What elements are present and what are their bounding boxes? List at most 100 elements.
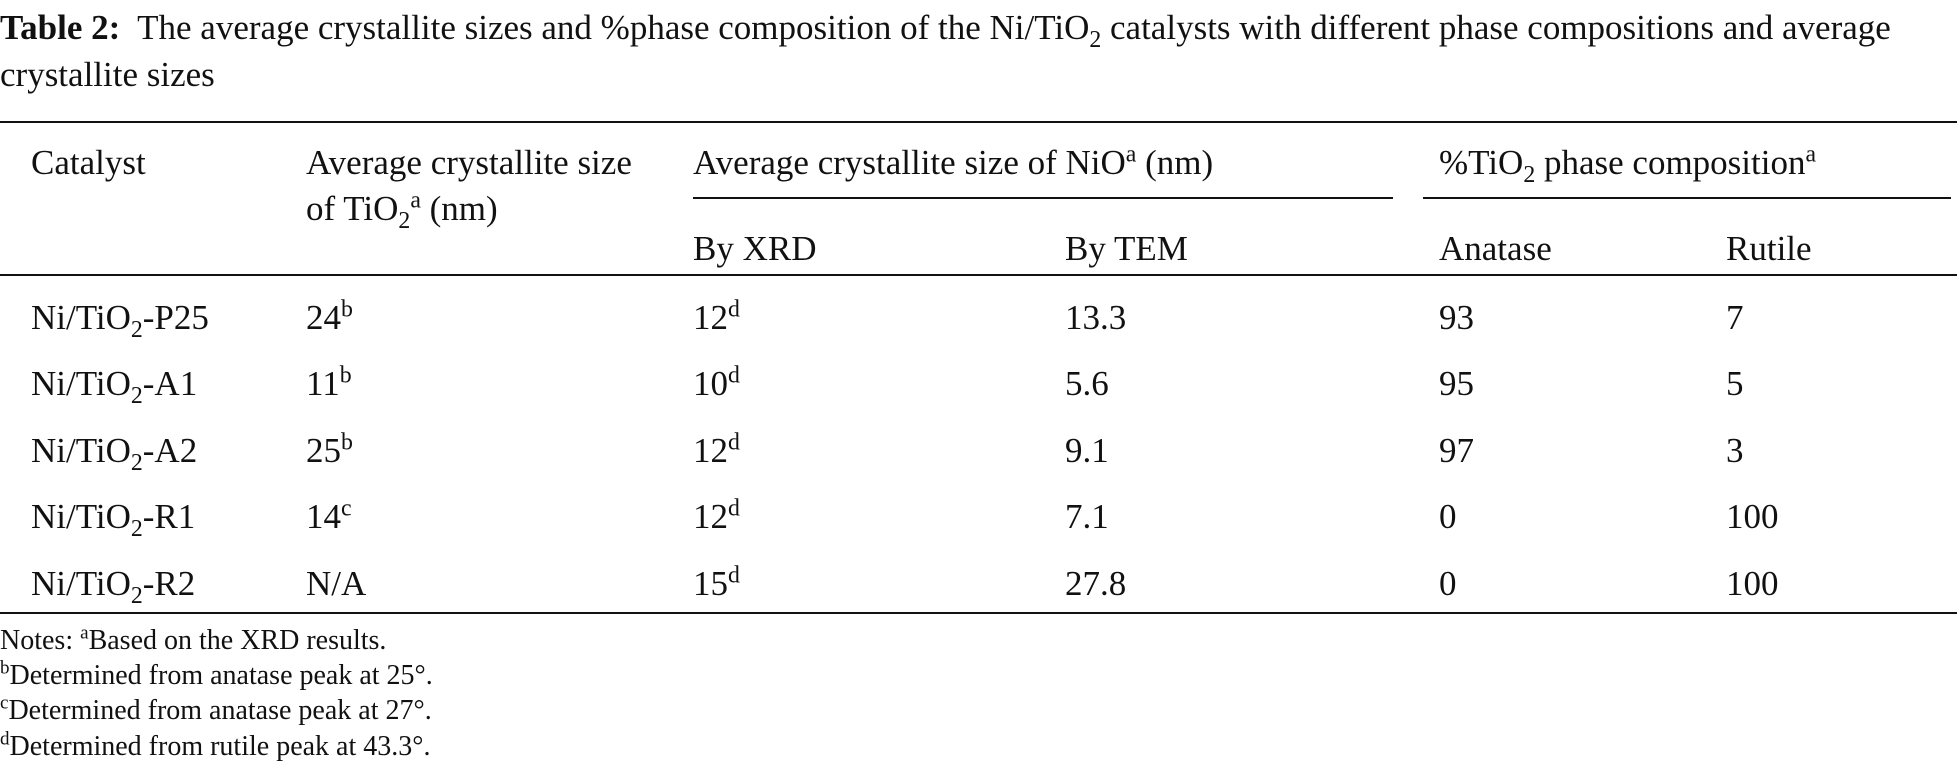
- cell: 7: [1726, 295, 1744, 341]
- group-rule: [693, 197, 1393, 199]
- cell-value: 14: [306, 497, 341, 536]
- cell-value: 11: [306, 364, 340, 403]
- cell-value: 27.8: [1065, 564, 1127, 603]
- note-text: Determined from anatase peak at 25°.: [9, 660, 433, 691]
- cell: 15d: [693, 561, 740, 607]
- header: Anatase: [1439, 226, 1552, 272]
- text: -A2: [142, 431, 198, 470]
- cell: Ni/TiO2-R2: [31, 561, 196, 608]
- text: The average crystallite sizes and %phase…: [137, 8, 1090, 47]
- cell: 5.6: [1065, 361, 1109, 407]
- text: -R2: [142, 564, 196, 603]
- cell: 12d: [693, 428, 740, 474]
- subscript: 2: [130, 317, 143, 343]
- cell-value: 7: [1726, 298, 1744, 337]
- cell: Ni/TiO2-R1: [31, 494, 196, 541]
- cell-value: 97: [1439, 431, 1474, 470]
- footnote-mark: c: [0, 692, 9, 714]
- cell: 5: [1726, 361, 1744, 407]
- cell: 27.8: [1065, 561, 1126, 607]
- cell-value: 25: [306, 431, 341, 470]
- cell-value: 12: [693, 431, 728, 470]
- note-text: Determined from rutile peak at 43.3°.: [9, 731, 431, 762]
- cell: 100: [1726, 561, 1779, 607]
- cell-value: 24: [306, 298, 341, 337]
- cell: 11b: [306, 361, 352, 407]
- cell: 13.3: [1065, 295, 1126, 341]
- text: Average crystallite size of NiO: [693, 143, 1126, 182]
- text: Ni/TiO: [31, 364, 131, 403]
- header-cell: By XRD: [693, 229, 817, 268]
- cell: 3: [1726, 428, 1744, 474]
- cell-value: 12: [693, 497, 728, 536]
- bottom-rule: [0, 612, 1957, 614]
- note: bDetermined from anatase peak at 25°.: [0, 659, 433, 693]
- footnote-mark: d: [728, 429, 740, 456]
- footnote-mark: c: [341, 495, 352, 522]
- note-prefix: Notes:: [0, 625, 81, 656]
- subscript: 2: [398, 208, 411, 234]
- cell-value: 15: [693, 564, 728, 603]
- text: Ni/TiO: [31, 298, 131, 337]
- footnote-mark: d: [728, 362, 740, 389]
- cell-value: 95: [1439, 364, 1474, 403]
- footnote-mark: a: [80, 622, 89, 644]
- cell-value: 7.1: [1065, 497, 1109, 536]
- subscript: 2: [130, 383, 143, 409]
- header-rule: [0, 274, 1957, 276]
- text: Average crystallite size of TiO: [306, 143, 632, 228]
- cell: 14c: [306, 494, 352, 540]
- cell-value: 0: [1439, 564, 1457, 603]
- text: Ni/TiO: [31, 497, 131, 536]
- footnote-mark: b: [339, 362, 352, 389]
- caption-label: Table 2:: [0, 8, 121, 47]
- cell: 0: [1439, 494, 1457, 540]
- cell: 10d: [693, 361, 740, 407]
- cell: Ni/TiO2-A2: [31, 428, 198, 476]
- subscript: 2: [1523, 162, 1536, 188]
- cell: 100: [1726, 494, 1779, 540]
- header-cell: Rutile: [1726, 229, 1812, 268]
- footnote-mark: d: [728, 296, 740, 323]
- cell-value: 12: [693, 298, 728, 337]
- header: Rutile: [1726, 226, 1812, 272]
- text: (nm): [1136, 143, 1214, 182]
- header-cell: By TEM: [1065, 229, 1188, 268]
- cell: 12d: [693, 295, 740, 341]
- cell-value: 100: [1726, 564, 1779, 603]
- cell: 25b: [306, 428, 353, 474]
- cell: 7.1: [1065, 494, 1109, 540]
- cell-value: 13.3: [1065, 298, 1127, 337]
- note: cDetermined from anatase peak at 27°.: [0, 694, 432, 728]
- superscript: a: [1805, 141, 1817, 168]
- superscript: a: [1125, 141, 1137, 168]
- footnote-mark: b: [341, 296, 353, 323]
- text: -R1: [142, 497, 196, 536]
- cell-value: 5.6: [1065, 364, 1109, 403]
- text: (nm): [420, 189, 498, 228]
- text: %TiO: [1439, 143, 1524, 182]
- note: dDetermined from rutile peak at 43.3°.: [0, 730, 430, 764]
- footnote-mark: d: [0, 728, 10, 750]
- footnote-mark: d: [728, 495, 740, 522]
- footnote-mark: d: [728, 562, 740, 589]
- subscript: 2: [130, 450, 143, 476]
- cell: 12d: [693, 494, 740, 540]
- cell-value: 0: [1439, 497, 1457, 536]
- cell-value: 10: [693, 364, 728, 403]
- caption-text: The average crystallite sizes and %phase…: [0, 8, 1891, 94]
- header: By XRD: [693, 226, 817, 272]
- cell-value: N/A: [306, 564, 367, 603]
- cell-value: 93: [1439, 298, 1474, 337]
- note-text: Based on the XRD results.: [88, 625, 387, 656]
- group-rule: [1423, 197, 1951, 199]
- text: Ni/TiO: [31, 431, 131, 470]
- header-cell: Catalyst: [31, 143, 146, 182]
- text: Ni/TiO: [31, 564, 131, 603]
- top-rule: [0, 121, 1957, 123]
- cell: 93: [1439, 295, 1474, 341]
- text: catalysts with different phase compositi…: [0, 8, 1891, 94]
- superscript: a: [410, 187, 421, 214]
- cell-value: 5: [1726, 364, 1744, 403]
